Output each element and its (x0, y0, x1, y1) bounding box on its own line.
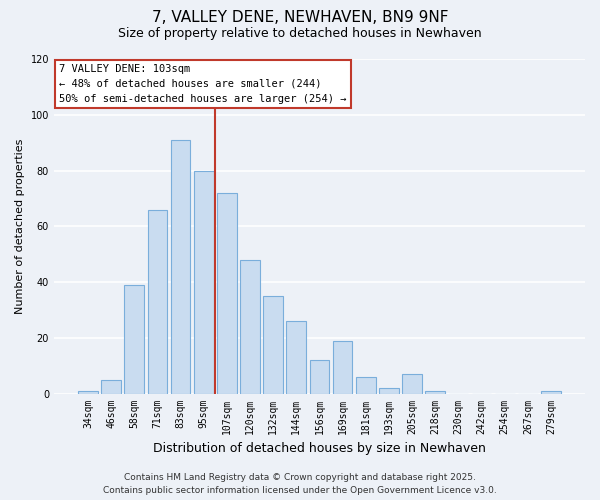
Bar (286, 321, 306, 394)
Bar (263, 296, 283, 394)
Bar (148, 210, 167, 394)
Bar (310, 360, 329, 394)
Bar (333, 340, 352, 394)
Bar (194, 170, 214, 394)
Text: Size of property relative to detached houses in Newhaven: Size of property relative to detached ho… (118, 28, 482, 40)
Bar (78, 391, 98, 394)
Bar (402, 374, 422, 394)
Bar (379, 388, 399, 394)
Bar (124, 285, 144, 394)
Text: 7 VALLEY DENE: 103sqm
← 48% of detached houses are smaller (244)
50% of semi-det: 7 VALLEY DENE: 103sqm ← 48% of detached … (59, 64, 347, 104)
Bar (541, 391, 561, 394)
Bar (356, 377, 376, 394)
Bar (240, 260, 260, 394)
Y-axis label: Number of detached properties: Number of detached properties (15, 138, 25, 314)
Text: Contains HM Land Registry data © Crown copyright and database right 2025.
Contai: Contains HM Land Registry data © Crown c… (103, 474, 497, 495)
Bar (170, 140, 190, 394)
Bar (425, 391, 445, 394)
X-axis label: Distribution of detached houses by size in Newhaven: Distribution of detached houses by size … (153, 442, 486, 455)
Text: 7, VALLEY DENE, NEWHAVEN, BN9 9NF: 7, VALLEY DENE, NEWHAVEN, BN9 9NF (152, 10, 448, 25)
Bar (101, 380, 121, 394)
Bar (217, 193, 236, 394)
